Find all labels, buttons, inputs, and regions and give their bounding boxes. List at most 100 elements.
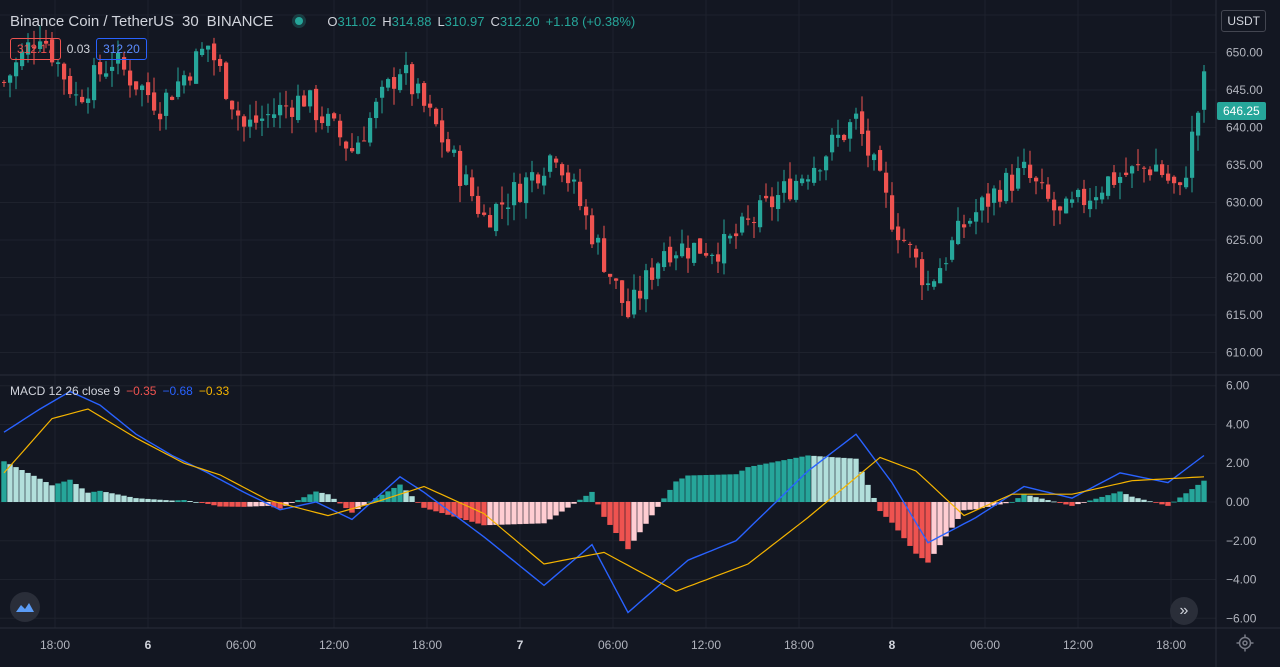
candle-body [542,175,547,186]
macd-histogram-bar [1195,484,1201,502]
macd-histogram-bar [1015,498,1021,502]
candle-body [854,113,859,119]
candle-body [614,278,619,281]
macd-histogram-bar [871,497,877,502]
buy-price-button[interactable]: 312.20 [96,38,147,60]
macd-histogram-bar [583,495,589,502]
macd-histogram-bar [541,502,547,524]
macd-histogram-bar [841,457,847,502]
candle-body [68,75,73,95]
tradingview-logo-icon[interactable] [10,592,40,622]
macd-histogram-bar [829,457,835,502]
candle-body [1076,189,1081,198]
candle-body [668,246,673,263]
last-price-label: 646.25 [1217,102,1266,120]
candle-body [1094,197,1099,201]
macd-histogram-bar [1075,502,1081,505]
macd-histogram-bar [1189,489,1195,502]
macd-histogram-bar [427,502,433,510]
macd-histogram-bar [487,502,493,526]
candle-body [1070,199,1075,203]
candle-body [368,117,373,143]
macd-histogram-bar [817,456,823,502]
candle-body [1004,172,1009,202]
sell-price-button[interactable]: 312.17 [10,38,61,60]
candle-body [308,90,313,107]
macd-histogram-bar [367,501,373,503]
candle-body [746,218,751,220]
macd-histogram-bar [883,502,889,517]
macd-histogram-bar [727,474,733,502]
candle-body [800,178,805,184]
macd-histogram-bar [937,502,943,546]
candle-body [248,119,253,127]
macd-histogram-bar [1105,495,1111,502]
settings-gear-icon[interactable] [1236,634,1254,652]
candle-body [398,74,403,91]
scroll-to-realtime-button[interactable]: » [1170,597,1198,625]
candle-body [704,253,709,256]
candle-body [884,172,889,193]
macd-histogram-bar [43,482,49,502]
macd-histogram-bar [877,502,883,512]
candle-body [1016,168,1021,189]
currency-button[interactable]: USDT [1221,10,1266,32]
candle-body [1088,200,1093,210]
candle-body [776,195,781,209]
candle-body [1160,164,1165,175]
candle-body [314,88,319,121]
macd-histogram-bar [889,502,895,523]
macd-histogram-bar [973,502,979,510]
time-tick-label: 18:00 [412,638,442,652]
candle-body [824,156,829,171]
candle-body [320,116,325,124]
candle-body [1082,188,1087,206]
macd-histogram-bar [151,499,157,502]
macd-histogram-bar [49,485,55,502]
symbol-header: Binance Coin / TetherUS 30 BINANCE O311.… [10,10,635,32]
candle-body [902,239,907,241]
macd-histogram-bar [37,478,43,502]
macd-histogram-bar [1147,501,1153,503]
time-tick-label: 06:00 [970,638,1000,652]
candle-body [1166,173,1171,181]
macd-histogram-bar [223,502,229,507]
symbol-title[interactable]: Binance Coin / TetherUS [10,12,174,30]
macd-histogram-bar [19,470,25,502]
macd-histogram-bar [529,502,535,524]
macd-histogram-bar [895,502,901,531]
macd-histogram-bar [901,502,907,539]
macd-histogram-bar [781,460,787,502]
macd-histogram-bar [1111,493,1117,502]
candle-body [962,224,967,228]
candle-body [218,58,223,66]
macd-histogram-bar [1117,491,1123,502]
candle-body [170,96,175,100]
interval-label[interactable]: 30 [181,12,199,30]
candle-body [428,103,433,108]
candle-body [236,110,241,116]
macd-histogram-bar [1093,498,1099,502]
macd-histogram-bar [163,500,169,502]
time-tick-label: 18:00 [1156,638,1186,652]
macd-title[interactable]: MACD 12 26 close 9 [10,384,121,398]
candle-body [548,155,553,172]
candle-body [494,203,499,232]
candle-body [662,251,667,268]
macd-histogram-bar [127,496,133,502]
candle-body [410,64,415,95]
macd-histogram-bar [289,502,295,503]
macd-histogram-bar [205,502,211,504]
macd-histogram-bar [97,490,103,502]
candle-body [554,158,559,163]
macd-histogram-bar [421,502,427,508]
candle-body [1172,176,1177,184]
macd-histogram-bar [397,484,403,502]
candle-body [1040,182,1045,184]
candle-body [530,172,535,181]
macd-histogram-bar [187,501,193,502]
macd-histogram-bar [505,502,511,525]
candle-body [1046,184,1051,199]
candle-body [8,75,13,83]
